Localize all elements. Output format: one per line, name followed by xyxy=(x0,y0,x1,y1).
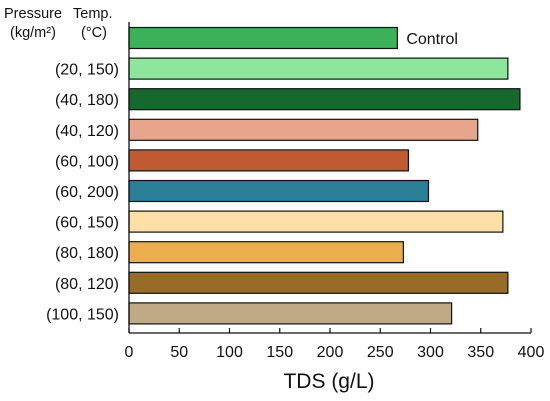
bars-group xyxy=(128,26,521,325)
category-label: (80, 180) xyxy=(55,245,119,262)
x-tick-label: 150 xyxy=(266,344,293,361)
temp-header: Temp. xyxy=(73,6,113,22)
category-label: (100, 150) xyxy=(46,306,119,323)
category-label: (60, 200) xyxy=(55,184,119,201)
x-tick-label: 0 xyxy=(125,344,134,361)
bar xyxy=(128,88,521,111)
control-annotation: Control xyxy=(406,31,458,48)
x-tick-label: 50 xyxy=(170,344,188,361)
bar xyxy=(128,149,409,172)
bar xyxy=(128,271,509,294)
x-tick-label: 200 xyxy=(317,344,344,361)
x-tick-label: 250 xyxy=(367,344,394,361)
bar xyxy=(128,210,504,233)
x-tick-label: 350 xyxy=(467,344,494,361)
category-label: (60, 100) xyxy=(55,153,119,170)
annotations: Control xyxy=(406,31,458,48)
x-tick-label: 100 xyxy=(216,344,243,361)
temp-unit: (°C) xyxy=(81,25,107,41)
category-label: (80, 120) xyxy=(55,276,119,293)
x-tick-label: 300 xyxy=(417,344,444,361)
category-labels: (20, 150) (40, 180) (40, 120) (60, 100) (60,… xyxy=(46,62,119,324)
bar xyxy=(128,179,430,203)
category-label: (60, 150) xyxy=(55,215,119,232)
bar xyxy=(128,26,398,50)
pressure-unit: (kg/m²) xyxy=(10,25,56,41)
bar xyxy=(128,118,479,141)
bar xyxy=(128,57,509,80)
bar xyxy=(128,241,404,264)
category-label: (40, 120) xyxy=(55,123,119,140)
x-axis-title: TDS (g/L) xyxy=(283,370,374,393)
category-label: (40, 180) xyxy=(55,92,119,109)
pressure-header: Pressure xyxy=(4,6,62,22)
x-axis: 0 50 100 150 200 250 300 350 400 xyxy=(125,22,545,361)
category-label: (20, 150) xyxy=(55,62,119,79)
x-tick-label: 400 xyxy=(518,344,545,361)
bar xyxy=(128,302,453,325)
